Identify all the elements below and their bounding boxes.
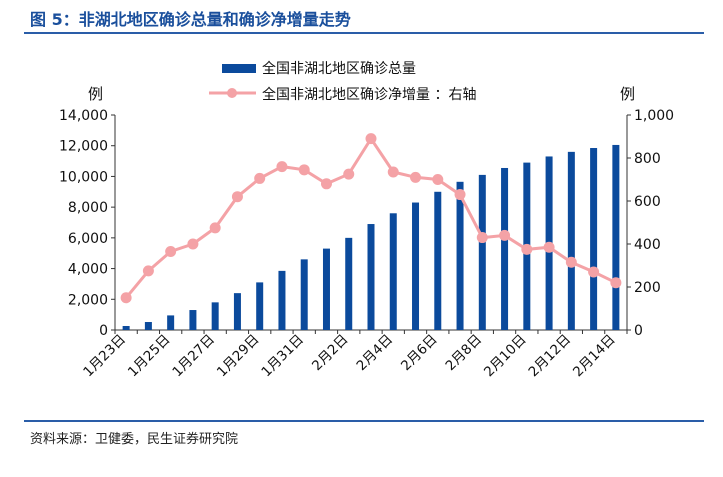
x-tick-label: 2月12日	[526, 332, 575, 381]
y-left-tick-label: 12,000	[59, 139, 108, 155]
y-right-tick-label: 200	[634, 280, 661, 296]
bar	[456, 181, 464, 330]
line-point	[276, 161, 288, 173]
x-tick-label: 2月6日	[398, 332, 441, 375]
y-right-tick-label: 600	[634, 194, 661, 210]
y-left-tick-label: 4,000	[68, 262, 108, 278]
bar	[590, 148, 598, 330]
line-point	[298, 164, 310, 176]
line-point	[120, 292, 132, 304]
line-point	[521, 243, 533, 255]
line-point	[387, 166, 399, 178]
y-right-unit: 例	[620, 85, 635, 103]
x-tick-label: 1月29日	[214, 332, 263, 381]
line-point	[543, 241, 555, 253]
bar	[612, 144, 620, 330]
y-right-tick-label: 0	[634, 323, 643, 339]
y-left-tick-label: 14,000	[59, 108, 108, 124]
x-tick-label: 2月8日	[443, 332, 486, 375]
chart-axes: 0 2,000 4,000 6,000 8,000 10,000 12,000 14,000 0…	[59, 108, 674, 380]
source-note: 资料来源：卫健委，民生证券研究院	[30, 432, 239, 447]
bar	[478, 174, 486, 330]
y-left-tick-label: 0	[99, 323, 108, 339]
line-point	[142, 265, 154, 277]
figure-title: 图 5：非湖北地区确诊总量和确诊净增量走势	[30, 10, 351, 29]
bar	[434, 191, 442, 330]
y-left-tick-label: 6,000	[68, 231, 108, 247]
bar	[278, 270, 286, 330]
x-tick-label: 2月4日	[354, 332, 397, 375]
y-left-tick-label: 8,000	[68, 200, 108, 216]
bar	[144, 322, 152, 330]
y-left-tick-label: 10,000	[59, 169, 108, 185]
legend-label-bar: 全国非湖北地区确诊总量	[262, 60, 416, 77]
bar	[211, 302, 219, 330]
y-left-unit: 例	[88, 85, 103, 103]
bar	[256, 282, 264, 330]
bar	[322, 248, 330, 330]
bar	[122, 326, 130, 330]
line-point	[187, 238, 199, 250]
x-tick-label: 1月27日	[169, 332, 218, 381]
line-point	[432, 174, 444, 185]
title-rule	[24, 32, 704, 34]
line-point	[454, 189, 466, 201]
legend-swatch-bar	[222, 64, 256, 73]
x-tick-label: 1月25日	[125, 332, 174, 381]
legend-label-line: 全国非湖北地区确诊净增量 ：右轴	[262, 86, 476, 103]
line-point	[343, 168, 355, 180]
x-tick-label: 2月14日	[570, 332, 619, 381]
bar	[300, 259, 308, 330]
line-point	[410, 171, 422, 183]
y-right-tick-label: 800	[634, 151, 661, 167]
bar	[501, 167, 509, 330]
bar	[167, 315, 175, 330]
line-point	[499, 229, 511, 241]
y-left-tick-label: 2,000	[68, 292, 108, 308]
line-point	[209, 222, 221, 234]
line-point	[476, 232, 488, 244]
footer-rule	[24, 420, 704, 422]
line-point	[610, 277, 622, 289]
bar	[233, 293, 241, 330]
bar	[367, 224, 375, 330]
line-series	[120, 133, 622, 304]
y-right-tick-label: 400	[634, 237, 661, 253]
chart-legend: 全国非湖北地区确诊总量 全国非湖北地区确诊净增量 ：右轴	[209, 60, 476, 103]
bar	[567, 151, 575, 330]
line-point	[254, 172, 266, 184]
x-tick-label: 2月2日	[309, 332, 352, 375]
line-point	[565, 256, 577, 268]
line-point	[365, 133, 377, 145]
line-point	[320, 178, 332, 190]
bar	[189, 310, 197, 330]
bar	[389, 213, 397, 330]
bar	[412, 202, 420, 330]
bar	[345, 237, 353, 330]
line-point	[231, 191, 243, 203]
bar-series	[122, 144, 620, 330]
combo-chart: 全国非湖北地区确诊总量 全国非湖北地区确诊净增量 ：右轴 例 例 0 2,000 4…	[59, 60, 674, 380]
line-point	[165, 246, 177, 258]
line-point	[588, 266, 600, 278]
x-tick-label: 2月10日	[481, 332, 530, 381]
y-right-tick-label: 1,000	[634, 108, 674, 124]
legend-swatch-marker	[227, 88, 237, 98]
x-tick-label: 1月31日	[258, 332, 307, 381]
